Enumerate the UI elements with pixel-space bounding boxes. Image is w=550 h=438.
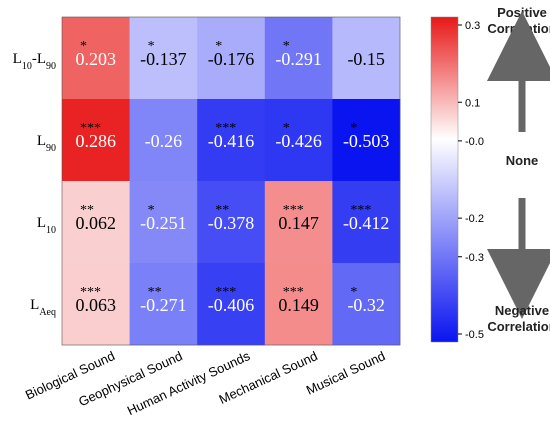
heatmap-cell — [264, 263, 333, 346]
row-label: L10 — [37, 215, 56, 236]
heatmap-cell — [62, 17, 130, 100]
heatmap-cell — [62, 99, 130, 182]
heatmap-cell — [197, 17, 266, 100]
heatmap-cell — [332, 17, 401, 100]
significance-label: * — [80, 39, 87, 54]
significance-label: * — [148, 203, 155, 218]
colorbar-tick-label: -0.2 — [465, 213, 484, 225]
cell-value-label: 0.062 — [76, 213, 117, 233]
row-labels: L10-L90 L90 L10 LAeq — [13, 51, 56, 318]
heatmap-cell — [332, 99, 401, 182]
cell-value-label: 0.286 — [76, 131, 117, 151]
heatmap-cells: *0.203*-0.137*-0.176*-0.291 -0.15***0.286… — [61, 16, 401, 346]
colorbar-tick-label: 0.3 — [465, 20, 480, 32]
heatmap-cell — [264, 99, 333, 182]
cell-value-label: 0.063 — [76, 295, 117, 315]
positive-annotation-line2: Correlation — [487, 21, 550, 36]
heatmap-cell — [129, 17, 198, 100]
heatmap-cell — [264, 17, 333, 100]
colorbar — [430, 16, 459, 343]
cell-value-label: -0.26 — [145, 131, 183, 151]
column-label: Human Activity Sounds — [125, 348, 253, 418]
row-label: LAeq — [30, 297, 56, 318]
cell-value-label: -0.503 — [343, 131, 390, 151]
significance-label: * — [283, 121, 290, 136]
cell-value-label: -0.137 — [140, 49, 187, 69]
cell-value-label: -0.176 — [208, 49, 255, 69]
heatmap-cell — [129, 99, 198, 182]
heatmap-cell — [129, 181, 198, 264]
negative-annotation-line1: Negative — [495, 303, 549, 318]
heatmap-cell — [332, 263, 401, 346]
significance-label: *** — [215, 121, 236, 136]
heatmap-cell — [332, 181, 401, 264]
significance-label: * — [283, 39, 290, 54]
row-label: L10-L90 — [13, 51, 56, 72]
cell-value-label: -0.271 — [140, 295, 187, 315]
cell-value-label: -0.32 — [347, 295, 385, 315]
cell-value-label: -0.416 — [208, 131, 255, 151]
significance-label: * — [350, 285, 357, 300]
significance-label: * — [148, 39, 155, 54]
cell-value-label: -0.406 — [208, 295, 255, 315]
cell-value-label: -0.15 — [347, 49, 385, 69]
none-annotation: None — [506, 153, 539, 168]
significance-label: ** — [148, 285, 162, 300]
negative-annotation-line2: Correlation — [487, 319, 550, 334]
significance-label: ** — [215, 203, 229, 218]
cell-value-label: 0.203 — [76, 49, 117, 69]
significance-label: * — [215, 39, 222, 54]
significance-label: * — [350, 121, 357, 136]
colorbar-tick-label: -0.5 — [465, 329, 484, 341]
cell-value-label: 0.147 — [278, 213, 319, 233]
cell-value-label: -0.251 — [140, 213, 187, 233]
heatmap-border — [61, 16, 401, 346]
significance-label: *** — [80, 285, 101, 300]
significance-label: *** — [215, 285, 236, 300]
colorbar-tick-label: 0.1 — [465, 97, 480, 109]
significance-label: *** — [283, 203, 304, 218]
colorbar-annotations: Positive Correlation None Negative Corre… — [487, 5, 550, 334]
colorbar-tick-label: -0.0 — [465, 136, 484, 148]
significance-label: *** — [350, 203, 371, 218]
colorbar-gradient — [430, 16, 459, 343]
cell-value-label: -0.291 — [275, 49, 322, 69]
colorbar-ticks: 0.3 0.1 -0.0 -0.2 -0.3 -0.5 — [458, 20, 484, 341]
heatmap-cell — [62, 181, 130, 264]
cell-value-label: -0.426 — [275, 131, 322, 151]
significance-label: *** — [283, 285, 304, 300]
positive-annotation-line1: Positive — [497, 5, 547, 20]
significance-label: ** — [80, 203, 94, 218]
heatmap-cell — [197, 181, 266, 264]
cell-value-label: 0.149 — [278, 295, 319, 315]
significance-label: *** — [80, 121, 101, 136]
heatmap-cell — [197, 263, 266, 346]
cell-value-label: -0.378 — [208, 213, 255, 233]
heatmap-cell — [129, 263, 198, 346]
heatmap-cell — [62, 263, 130, 346]
heatmap-cell — [197, 99, 266, 182]
cell-value-label: -0.412 — [343, 213, 390, 233]
colorbar-tick-label: -0.3 — [465, 252, 484, 264]
heatmap-cell — [264, 181, 333, 264]
row-label: L90 — [37, 133, 56, 154]
